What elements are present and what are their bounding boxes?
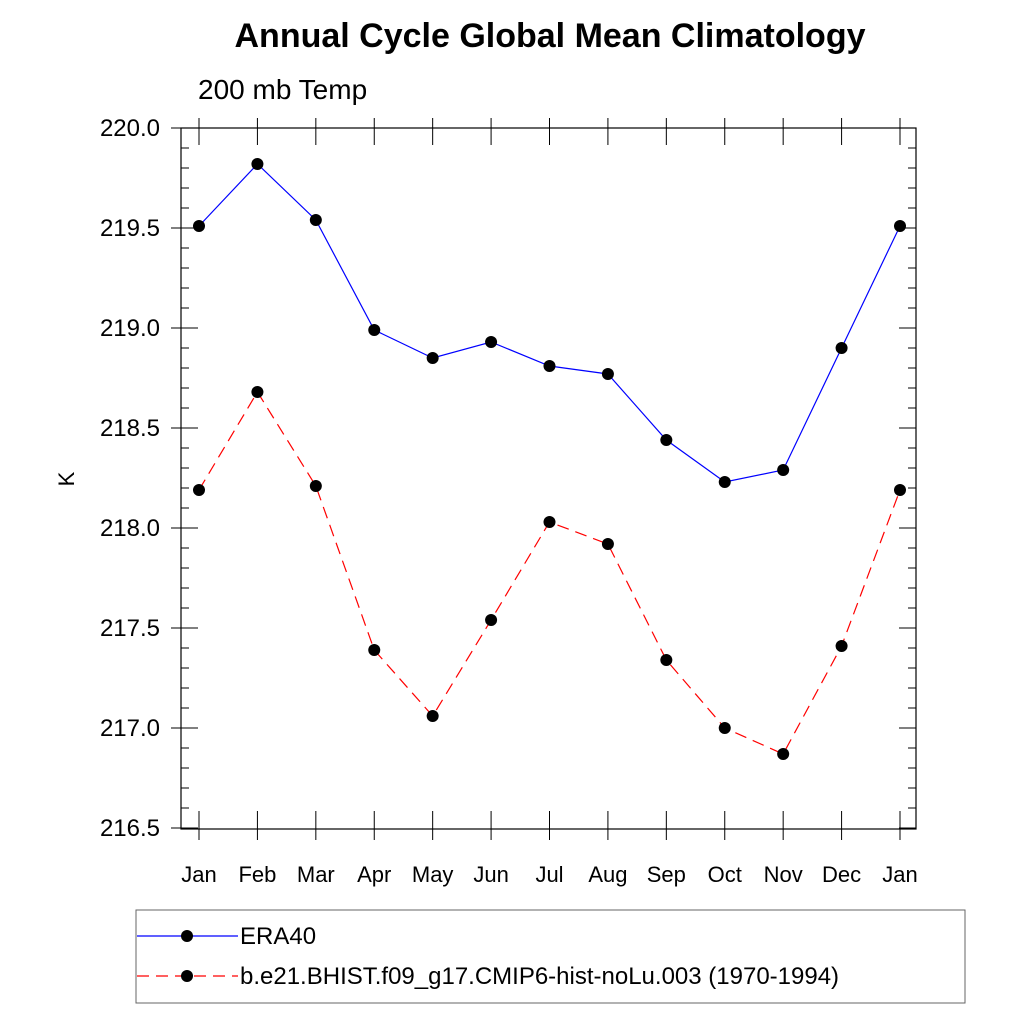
- series-1-point: [835, 342, 848, 354]
- x-tick-label: Jun: [473, 862, 508, 887]
- series-1-point: [193, 220, 205, 232]
- plot-frame: [180, 127, 917, 830]
- series-1-point: [718, 476, 731, 488]
- x-tick-label: Jan: [181, 862, 216, 887]
- y-tick-label: 219.0: [100, 315, 160, 342]
- legend-box: [135, 909, 966, 1004]
- x-tick-label: Feb: [238, 862, 276, 887]
- y-tick-label: 216.5: [100, 815, 160, 842]
- legend-label-1: ERA40: [240, 923, 316, 950]
- legend: ERA40 b.e21.BHIST.f09_g17.CMIP6-hist-noLu…: [135, 909, 966, 1004]
- x-tick-label: Nov: [764, 862, 803, 887]
- series-2-point: [894, 484, 906, 496]
- series-2-point: [251, 386, 264, 398]
- series-1-point: [251, 158, 264, 170]
- series-2-point: [601, 538, 614, 550]
- y-tick-label: 217.5: [100, 615, 160, 642]
- legend-marker-2: [181, 970, 193, 982]
- legend-marker-1: [181, 930, 193, 942]
- series-1-point: [426, 352, 439, 364]
- y-axis: 216.5 217.0 217.5 218.0 218.5 219.0 219.5 220.0: [100, 115, 916, 842]
- x-tick-label: Oct: [708, 862, 742, 887]
- x-tick-label: Apr: [357, 862, 391, 887]
- chart-title: Annual Cycle Global Mean Climatology: [235, 17, 866, 55]
- plot-area: [193, 158, 906, 760]
- series-2-point: [309, 480, 322, 492]
- x-tick-label: Sep: [647, 862, 686, 887]
- x-tick-label: Jan: [882, 862, 917, 887]
- x-tick-label: Jul: [535, 862, 563, 887]
- series-2-point: [835, 640, 848, 652]
- series-1-point: [543, 360, 556, 372]
- chart-subtitle: 200 mb Temp: [198, 74, 367, 105]
- series-1-point: [485, 336, 498, 348]
- x-tick-label: May: [412, 862, 454, 887]
- series-2-point: [777, 748, 790, 760]
- series-1-point: [309, 214, 322, 226]
- x-tick-label: Mar: [297, 862, 335, 887]
- y-tick-label: 220.0: [100, 115, 160, 142]
- series-line-1: [198, 163, 901, 483]
- series-2-point: [660, 654, 673, 666]
- y-tick-label: 217.0: [100, 715, 160, 742]
- series-1-point: [777, 464, 790, 476]
- series-1-point: [368, 324, 381, 336]
- series-1-point: [660, 434, 673, 446]
- series-2-point: [193, 484, 205, 496]
- series-2-point: [718, 722, 731, 734]
- y-axis-label: K: [54, 471, 79, 486]
- y-tick-label: 219.5: [100, 215, 160, 242]
- series-1-point: [601, 368, 614, 380]
- y-tick-label: 218.0: [100, 515, 160, 542]
- series-2-point: [426, 710, 439, 722]
- series-2-point: [543, 516, 556, 528]
- x-tick-label: Dec: [822, 862, 861, 887]
- legend-label-2: b.e21.BHIST.f09_g17.CMIP6-hist-noLu.003 …: [240, 963, 839, 990]
- series-1-point: [894, 220, 906, 232]
- x-tick-label: Aug: [588, 862, 627, 887]
- series-2-point: [485, 614, 498, 626]
- series-2-point: [368, 644, 381, 656]
- x-axis: Jan Feb Mar Apr May Jun Jul Aug Sep Oct Nov Dec Jan: [181, 118, 918, 887]
- y-tick-label: 218.5: [100, 415, 160, 442]
